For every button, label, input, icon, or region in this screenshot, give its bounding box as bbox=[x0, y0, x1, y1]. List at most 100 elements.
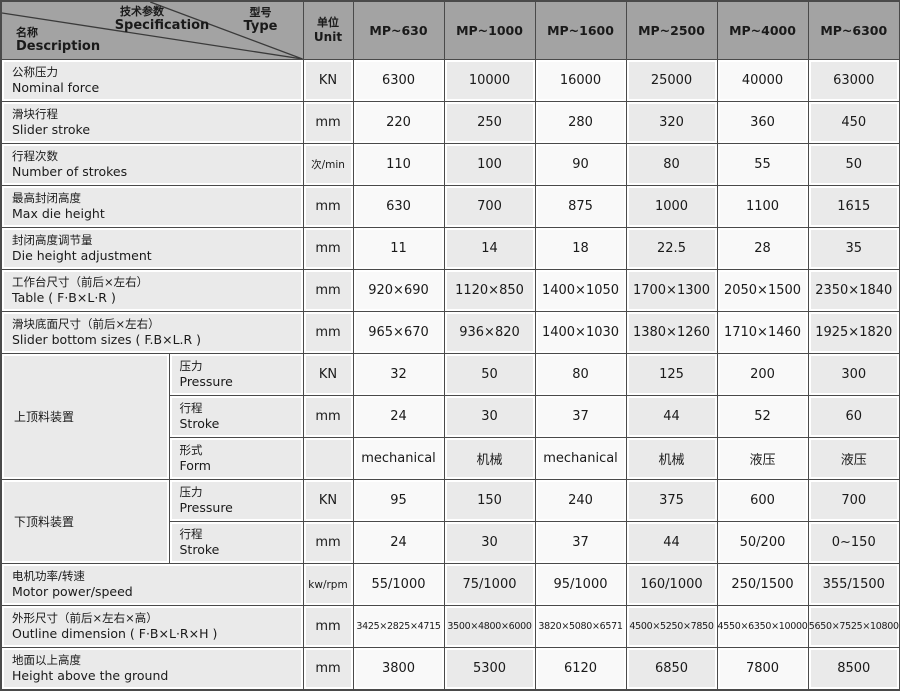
label-zh: 行程 bbox=[179, 401, 203, 416]
value-cell: 100 bbox=[443, 143, 536, 186]
value-cell: 4550×6350×10000 bbox=[716, 605, 809, 648]
value-cell: 320 bbox=[625, 101, 718, 144]
label-zh: 压力 bbox=[179, 359, 203, 374]
unit-cell: 次/min bbox=[302, 143, 354, 186]
value-cell: 28 bbox=[716, 227, 809, 270]
value-cell: 75/1000 bbox=[443, 563, 536, 606]
label-en: Stroke bbox=[179, 542, 220, 558]
value-cell: 6120 bbox=[534, 647, 627, 691]
value-cell: 450 bbox=[807, 101, 900, 144]
value-cell: 300 bbox=[807, 353, 900, 396]
value-cell: 8500 bbox=[807, 647, 900, 691]
value-cell: 35 bbox=[807, 227, 900, 270]
unit-cell: mm bbox=[302, 269, 354, 312]
spec-label-cell: 行程 Stroke bbox=[168, 521, 304, 564]
value-cell: 360 bbox=[716, 101, 809, 144]
header-model-MP~2500: MP~2500 bbox=[625, 0, 718, 60]
value-cell: 7800 bbox=[716, 647, 809, 691]
value-cell: 630 bbox=[352, 185, 445, 228]
value-cell: 24 bbox=[352, 521, 445, 564]
value-cell: 25000 bbox=[625, 59, 718, 102]
value-cell: 液压 bbox=[716, 437, 809, 480]
unit-cell: mm bbox=[302, 101, 354, 144]
value-cell: 60 bbox=[807, 395, 900, 438]
value-cell: 3500×4800×6000 bbox=[443, 605, 536, 648]
header-type-label: 型号 Type bbox=[243, 6, 278, 34]
value-cell: 32 bbox=[352, 353, 445, 396]
table-row: 滑块底面尺寸（前后×左右） Slider bottom sizes ( F.B×L… bbox=[0, 311, 900, 354]
table-row: 行程 Stroke mm 24 30 37 44 52 60 bbox=[1, 395, 900, 438]
value-cell: 40000 bbox=[716, 59, 809, 102]
value-cell: 355/1500 bbox=[807, 563, 900, 606]
value-cell: 50 bbox=[443, 353, 536, 396]
unit-cell: kw/rpm bbox=[302, 563, 354, 606]
value-cell: 110 bbox=[352, 143, 445, 186]
label-en: Motor power/speed bbox=[12, 584, 133, 600]
value-cell: 22.5 bbox=[625, 227, 718, 270]
spec-label-cell: 电机功率/转速 Motor power/speed bbox=[0, 563, 304, 606]
value-cell: 600 bbox=[716, 479, 809, 522]
label-en: Height above the ground bbox=[12, 668, 169, 684]
value-cell: 44 bbox=[625, 395, 718, 438]
header-model-MP~1600: MP~1600 bbox=[534, 0, 627, 60]
value-cell: 90 bbox=[534, 143, 627, 186]
value-cell: 95 bbox=[352, 479, 445, 522]
value-cell: 125 bbox=[625, 353, 718, 396]
value-cell: 机械 bbox=[625, 437, 718, 480]
value-cell: 1120×850 bbox=[443, 269, 536, 312]
spec-label-cell: 公称压力 Nominal force bbox=[0, 59, 304, 102]
label-zh: 形式 bbox=[179, 443, 203, 458]
value-cell: 1925×1820 bbox=[807, 311, 900, 354]
label-en: Number of strokes bbox=[12, 164, 128, 180]
spec-label-cell: 压力 Pressure bbox=[168, 479, 304, 522]
value-cell: 1400×1050 bbox=[534, 269, 627, 312]
value-cell: 6300 bbox=[352, 59, 445, 102]
value-cell: 30 bbox=[443, 521, 536, 564]
value-cell: 5300 bbox=[443, 647, 536, 691]
value-cell: 250/1500 bbox=[716, 563, 809, 606]
value-cell: 80 bbox=[534, 353, 627, 396]
value-cell: 11 bbox=[352, 227, 445, 270]
unit-cell: mm bbox=[302, 521, 354, 564]
table-row: 最高封闭高度 Max die height mm 630 700 875 1000 1100 1… bbox=[0, 185, 900, 228]
label-zh: 最高封闭高度 bbox=[12, 191, 81, 206]
value-cell: 14 bbox=[443, 227, 536, 270]
table-row: 上顶料装置 压力 Pressure KN 32 50 80 125 200 300 bbox=[0, 353, 900, 480]
value-cell: 80 bbox=[625, 143, 718, 186]
unit-cell: mm bbox=[302, 395, 354, 438]
value-cell: 3800 bbox=[352, 647, 445, 691]
value-cell: 52 bbox=[716, 395, 809, 438]
label-en: Form bbox=[179, 458, 212, 474]
label-en: Pressure bbox=[179, 500, 233, 516]
value-cell: 24 bbox=[352, 395, 445, 438]
value-cell: 50/200 bbox=[716, 521, 809, 564]
table-row: 地面以上高度 Height above the ground mm 3800 5300 6… bbox=[0, 647, 900, 691]
label-en: Slider stroke bbox=[12, 122, 91, 138]
unit-cell: KN bbox=[302, 59, 354, 102]
value-cell: 95/1000 bbox=[534, 563, 627, 606]
value-cell: 1380×1260 bbox=[625, 311, 718, 354]
value-cell: 160/1000 bbox=[625, 563, 718, 606]
label-en: Table ( F·B×L·R ) bbox=[12, 290, 116, 306]
value-cell: 2050×1500 bbox=[716, 269, 809, 312]
value-cell: 液压 bbox=[807, 437, 900, 480]
table-row: 公称压力 Nominal force KN 6300 10000 16000 25000 40… bbox=[0, 59, 900, 102]
table-row: 行程次数 Number of strokes 次/min 110 100 90 80 55 50 bbox=[0, 143, 900, 186]
value-cell: 0~150 bbox=[807, 521, 900, 564]
value-cell: 2350×1840 bbox=[807, 269, 900, 312]
spec-label-cell: 地面以上高度 Height above the ground bbox=[0, 647, 304, 691]
unit-cell: KN bbox=[302, 353, 354, 396]
value-cell: 4500×5250×7850 bbox=[625, 605, 718, 648]
table-row: 下顶料装置 压力 Pressure KN 95 150 240 375 600 700 bbox=[0, 479, 900, 564]
value-cell: 700 bbox=[443, 185, 536, 228]
spec-label-cell: 外形尺寸（前后×左右×高） Outline dimension ( F·B×L·R… bbox=[0, 605, 304, 648]
label-zh: 公称压力 bbox=[12, 65, 58, 80]
value-cell: 37 bbox=[534, 395, 627, 438]
unit-cell bbox=[302, 437, 354, 480]
value-cell: 200 bbox=[716, 353, 809, 396]
header-model-MP~4000: MP~4000 bbox=[716, 0, 809, 60]
header-name-label: 名称 Description bbox=[16, 26, 101, 55]
value-cell: 220 bbox=[352, 101, 445, 144]
table-row: 工作台尺寸（前后×左右） Table ( F·B×L·R ) mm 920×690 11… bbox=[0, 269, 900, 312]
value-cell: 44 bbox=[625, 521, 718, 564]
